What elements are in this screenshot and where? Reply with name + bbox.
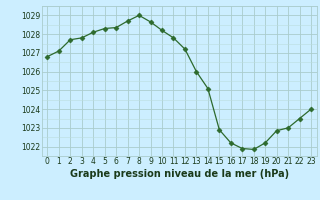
X-axis label: Graphe pression niveau de la mer (hPa): Graphe pression niveau de la mer (hPa) <box>70 169 289 179</box>
